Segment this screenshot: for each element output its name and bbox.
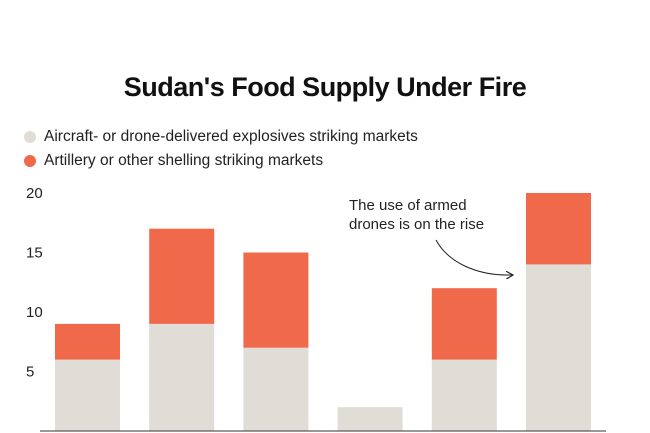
annotation: The use of armed drones is on the rise [349, 197, 512, 275]
bar-segment-artillery-1 [55, 323, 120, 360]
legend-item-aircraft: Aircraft- or drone-delivered explosives … [24, 125, 418, 149]
bar-segment-aircraft-3 [243, 347, 309, 431]
legend-item-artillery: Artillery or other shelling striking mar… [24, 149, 418, 173]
bar-segment-aircraft-5 [431, 359, 497, 431]
y-tick-label-15: 15 [26, 245, 43, 262]
legend-label-artillery: Artillery or other shelling striking mar… [44, 152, 324, 169]
annotation-line-1: The use of armed [349, 197, 467, 214]
bar-segment-aircraft-4 [337, 407, 403, 431]
chart-title: Sudan's Food Supply Under Fire [123, 72, 527, 102]
legend: Aircraft- or drone-delivered explosives … [24, 125, 418, 173]
bar-segment-aircraft-6 [526, 264, 591, 431]
legend-label-aircraft: Aircraft- or drone-delivered explosives … [44, 128, 418, 145]
y-tick-label-20: 20 [26, 185, 43, 202]
bar-segment-aircraft-1 [55, 359, 120, 431]
annotation-line-2: drones is on the rise [349, 216, 484, 233]
bars-layer [55, 193, 591, 431]
bar-segment-artillery-6 [526, 193, 591, 265]
bar-segment-aircraft-2 [149, 323, 215, 431]
bar-segment-artillery-5 [431, 288, 497, 360]
y-axis-ticks: 5 10 15 20 [26, 185, 43, 381]
y-tick-label-10: 10 [26, 304, 43, 321]
y-tick-label-5: 5 [26, 364, 34, 381]
legend-swatch-artillery [24, 155, 36, 167]
bar-segment-artillery-3 [243, 252, 309, 348]
bar-segment-artillery-2 [149, 228, 215, 324]
legend-swatch-aircraft [24, 131, 36, 143]
annotation-arrow [435, 239, 512, 275]
